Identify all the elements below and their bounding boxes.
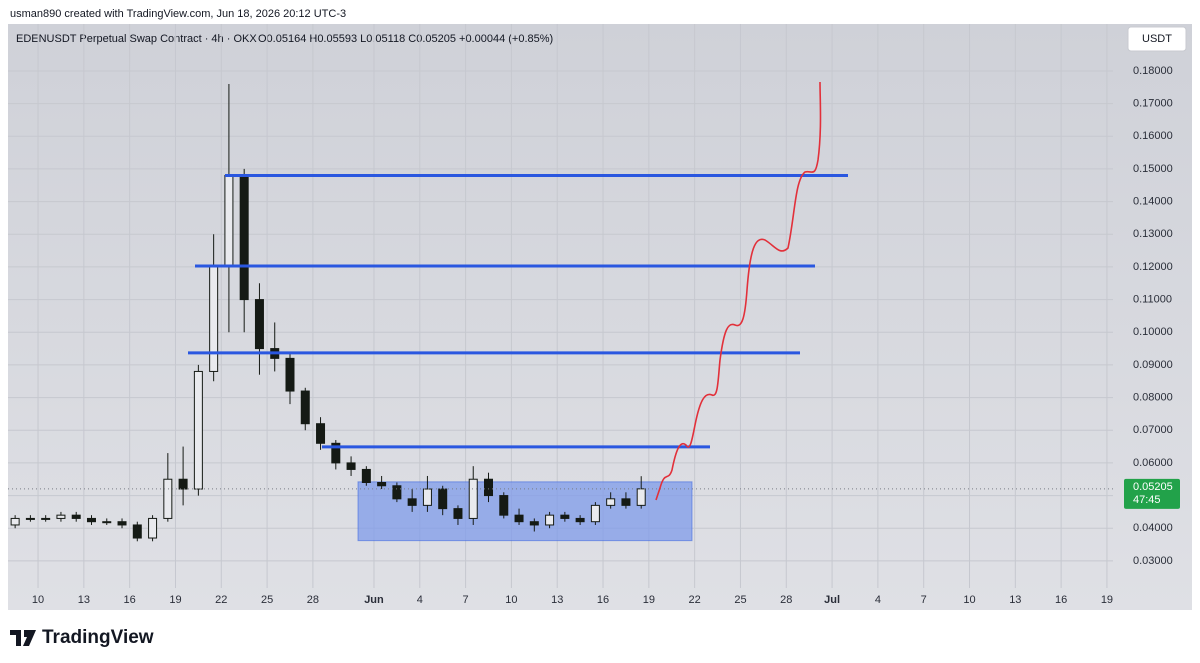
currency-label: USDT <box>1142 33 1172 45</box>
header: usman890 created with TradingView.com, J… <box>10 8 346 20</box>
candle-body <box>636 488 646 506</box>
candle-body <box>468 478 478 519</box>
candle-body <box>178 478 188 490</box>
candle-body <box>606 498 616 506</box>
candle-body <box>514 514 524 523</box>
x-tick-label: 25 <box>261 594 273 606</box>
y-tick-label: 0.11000 <box>1133 293 1172 305</box>
candle-body <box>300 390 310 425</box>
y-tick-label: 0.03000 <box>1133 555 1173 567</box>
candle-body <box>453 508 463 519</box>
x-tick-label: 10 <box>963 594 975 606</box>
x-tick-label: 19 <box>1101 594 1113 606</box>
candle-body <box>438 488 448 510</box>
x-tick-label: 10 <box>505 594 517 606</box>
x-tick-label: 7 <box>463 594 469 606</box>
x-tick-label: 16 <box>597 594 609 606</box>
candle-body <box>484 478 494 497</box>
brand: TradingView <box>42 627 154 648</box>
candle-body <box>148 517 158 539</box>
candle-body <box>239 174 249 301</box>
candle-body <box>422 488 432 506</box>
candle-body <box>224 174 234 268</box>
candle-body <box>163 478 173 519</box>
projection-path <box>655 81 822 501</box>
candle-body <box>25 517 35 520</box>
candle-body <box>254 299 264 350</box>
last-price-tag <box>1124 478 1180 509</box>
candle-body <box>285 357 295 392</box>
candle-body <box>10 517 20 526</box>
x-tick-label: 19 <box>643 594 655 606</box>
x-tick-label: 13 <box>1009 594 1021 606</box>
range-box <box>357 481 693 542</box>
y-tick-label: 0.17000 <box>1133 98 1173 110</box>
x-tick-label: 28 <box>780 594 792 606</box>
candle-body <box>41 517 51 520</box>
y-tick-label: 0.13000 <box>1133 228 1173 240</box>
x-tick-label: Jul <box>824 594 840 606</box>
candle-body <box>560 514 570 519</box>
candle-body <box>346 462 356 470</box>
y-tick-label: 0.09000 <box>1133 359 1173 371</box>
candle-body <box>331 442 341 464</box>
candle-body <box>621 498 631 506</box>
countdown: 47:45 <box>1133 494 1161 506</box>
y-tick-label: 0.06000 <box>1133 457 1173 469</box>
x-tick-label: 19 <box>169 594 181 606</box>
x-tick-label: 22 <box>215 594 227 606</box>
last-price-label: 0.05205 <box>1133 481 1173 493</box>
candle-body <box>407 498 417 506</box>
candle-body <box>117 521 127 526</box>
candle-body <box>193 370 203 490</box>
currency-button[interactable] <box>1127 26 1187 52</box>
candle-body <box>499 495 509 516</box>
candle-body <box>102 521 112 524</box>
y-tick-label: 0.07000 <box>1133 424 1173 436</box>
candle-body <box>132 524 142 539</box>
candle-body <box>377 481 387 487</box>
x-tick-label: 13 <box>551 594 563 606</box>
x-tick-label: 4 <box>875 594 881 606</box>
y-tick-label: 0.04000 <box>1133 522 1173 534</box>
candle-body <box>392 485 402 500</box>
x-tick-label: 16 <box>1055 594 1067 606</box>
candle-body <box>316 423 326 444</box>
y-tick-label: 0.15000 <box>1133 163 1173 175</box>
x-tick-label: 7 <box>921 594 927 606</box>
y-tick-label: 0.18000 <box>1133 65 1173 77</box>
x-tick-label: 28 <box>307 594 319 606</box>
x-tick-label: 22 <box>689 594 701 606</box>
symbol: EDENUSDT Perpetual Swap Contract · 4h · … <box>16 33 257 45</box>
x-tick-label: 4 <box>417 594 423 606</box>
brand-logo <box>10 630 36 646</box>
candle-body <box>209 266 219 372</box>
y-tick-label: 0.10000 <box>1133 326 1173 338</box>
x-tick-label: 25 <box>734 594 746 606</box>
x-tick-label: Jun <box>364 594 384 606</box>
ohlc-legend: O0.05164 H0.05593 L0.05118 C0.05205 +0.0… <box>258 33 553 45</box>
candle-body <box>529 521 539 526</box>
candle-body <box>361 468 371 483</box>
candle-body <box>575 517 585 523</box>
x-tick-label: 13 <box>78 594 90 606</box>
candle-body <box>56 514 66 519</box>
candle-body <box>545 514 555 526</box>
y-tick-label: 0.12000 <box>1133 261 1173 273</box>
x-tick-label: 10 <box>32 594 44 606</box>
y-tick-label: 0.14000 <box>1133 196 1173 208</box>
candle-body <box>590 504 600 523</box>
candle-body <box>71 514 81 519</box>
x-tick-label: 16 <box>124 594 136 606</box>
y-tick-label: 0.16000 <box>1133 130 1173 142</box>
y-tick-label: 0.08000 <box>1133 391 1173 403</box>
plot: 0.030000.040000.050000.060000.070000.080… <box>8 24 1180 606</box>
candle-body <box>86 517 96 523</box>
